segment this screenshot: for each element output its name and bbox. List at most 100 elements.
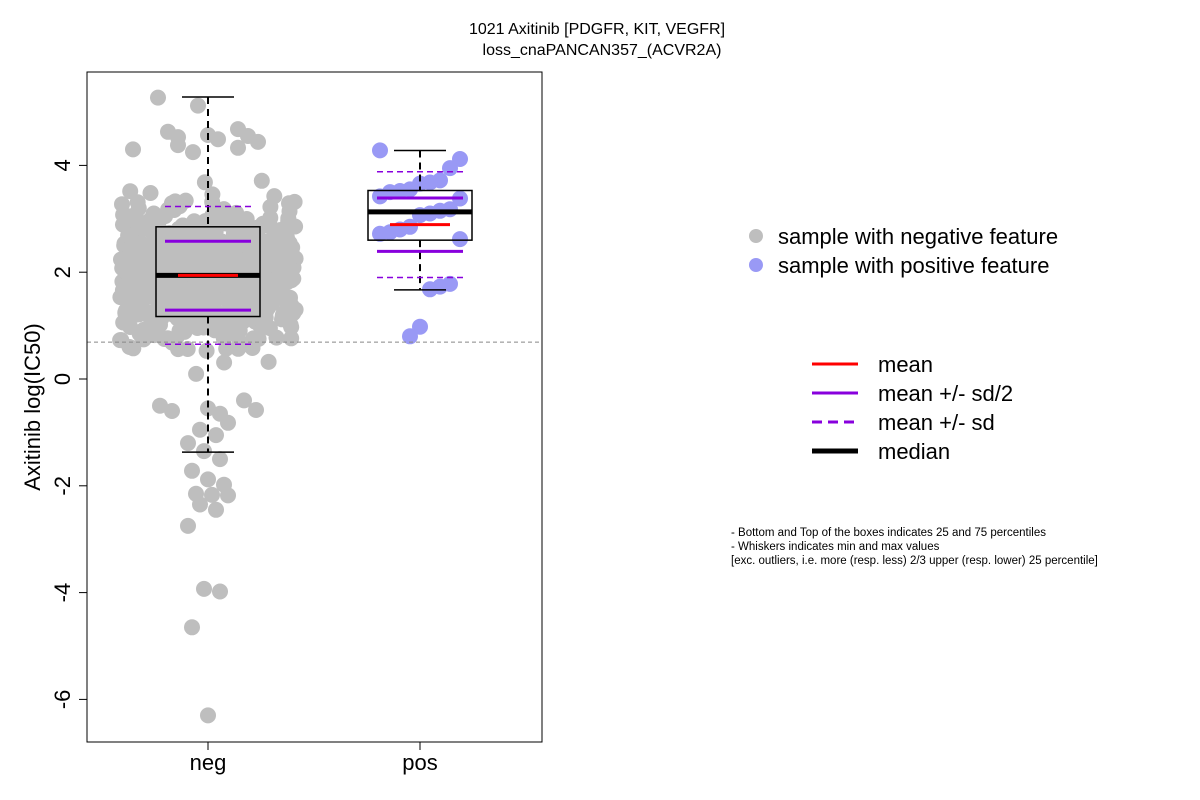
neg-point	[200, 707, 216, 724]
neg-point	[196, 580, 212, 597]
neg-point	[125, 141, 141, 158]
neg-point	[184, 462, 200, 479]
legend-point-label: sample with negative feature	[778, 224, 1058, 249]
neg-point	[190, 97, 206, 114]
y-tick-label: 0	[50, 373, 75, 385]
neg-point	[196, 443, 212, 460]
neg-point	[234, 280, 251, 297]
neg-point	[230, 139, 246, 156]
neg-point	[189, 320, 206, 336]
neg-point	[210, 131, 226, 148]
legend-line-label: median	[878, 439, 950, 464]
neg-point	[200, 400, 216, 417]
neg-point	[196, 174, 213, 191]
neg-point	[180, 224, 197, 241]
footnote-line: [exc. outliers, i.e. more (resp. less) 2…	[731, 555, 1098, 567]
neg-point	[158, 251, 175, 268]
neg-point	[285, 248, 302, 265]
neg-point	[260, 257, 277, 274]
legend-point-marker	[749, 229, 763, 243]
footnotes: - Bottom and Top of the boxes indicates …	[731, 527, 1098, 567]
neg-point	[262, 198, 279, 215]
neg-point	[283, 319, 300, 336]
neg-point	[243, 244, 259, 261]
neg-point	[142, 211, 159, 228]
box	[155, 226, 261, 318]
legend-line-label: mean +/- sd	[878, 410, 995, 435]
neg-point	[204, 486, 220, 503]
neg-point	[220, 414, 236, 431]
plot-frame	[86, 71, 543, 743]
pos-point	[442, 160, 458, 177]
neg-point	[135, 237, 152, 254]
neg-point	[286, 193, 303, 210]
neg-point	[173, 323, 189, 340]
neg-point	[122, 183, 139, 200]
neg-point	[185, 144, 201, 161]
legend-point-marker	[749, 258, 763, 272]
y-tick-label: -6	[50, 690, 75, 710]
neg-point	[164, 403, 180, 419]
neg-point	[212, 451, 228, 468]
neg-point	[114, 282, 131, 299]
neg-point	[180, 517, 196, 534]
neg-point	[188, 365, 205, 382]
pos-point	[452, 231, 468, 248]
neg-point	[192, 496, 208, 513]
neg-point	[216, 239, 232, 256]
neg-point	[230, 340, 247, 357]
neg-point	[117, 302, 134, 319]
neg-point	[200, 471, 216, 488]
neg-point	[216, 354, 233, 371]
neg-point	[131, 293, 148, 310]
neg-point	[201, 276, 217, 293]
neg-point	[283, 330, 300, 347]
neg-point	[277, 290, 293, 307]
neg-point	[255, 215, 271, 232]
pos-point	[412, 318, 428, 335]
legend-line-label: mean +/- sd/2	[878, 381, 1013, 406]
neg-point	[170, 137, 186, 154]
plot-area: -6 -4 -2 0 2 4 neg pos	[50, 89, 542, 775]
neg-point	[248, 402, 264, 418]
pos-point	[402, 328, 418, 345]
chart-subtitle: loss_cnaPANCAN357_(ACVR2A)	[483, 42, 722, 59]
neg-point	[142, 185, 159, 201]
y-axis-title: Axitinib log(IC50)	[20, 323, 45, 491]
neg-point	[220, 487, 236, 504]
neg-point	[113, 332, 130, 349]
neg-point	[153, 310, 170, 327]
neg-point	[268, 329, 285, 346]
footnote-line: - Whiskers indicates min and max values	[731, 541, 940, 553]
neg-point	[184, 619, 200, 636]
neg-point	[163, 195, 180, 212]
neg-point	[217, 290, 234, 307]
chart-title: 1021 Axitinib [PDGFR, KIT, VEGFR]	[469, 21, 725, 38]
neg-point	[212, 213, 229, 230]
neg-point	[271, 242, 288, 259]
y-tick-label: 2	[50, 266, 75, 278]
neg-point	[218, 340, 235, 357]
neg-point	[212, 583, 228, 600]
neg-point	[179, 341, 196, 357]
pos-point	[372, 142, 388, 159]
y-axis: -6 -4 -2 0 2 4	[50, 159, 87, 709]
neg-point	[131, 258, 148, 275]
legend-line-label: mean	[878, 352, 933, 377]
pos-point	[372, 225, 388, 242]
neg-point	[255, 318, 272, 335]
neg-point	[180, 260, 197, 277]
neg-point	[152, 397, 168, 414]
neg-point	[243, 310, 260, 327]
neg-point	[150, 89, 166, 106]
legend-point-label: sample with positive feature	[778, 253, 1049, 278]
neg-point	[259, 239, 276, 256]
neg-point	[278, 261, 295, 278]
pos-point-cloud	[372, 142, 468, 345]
neg-point	[180, 435, 196, 452]
pos-point	[372, 188, 388, 205]
neg-boxplot	[155, 96, 261, 453]
neg-point	[208, 501, 224, 518]
neg-point	[260, 353, 277, 370]
